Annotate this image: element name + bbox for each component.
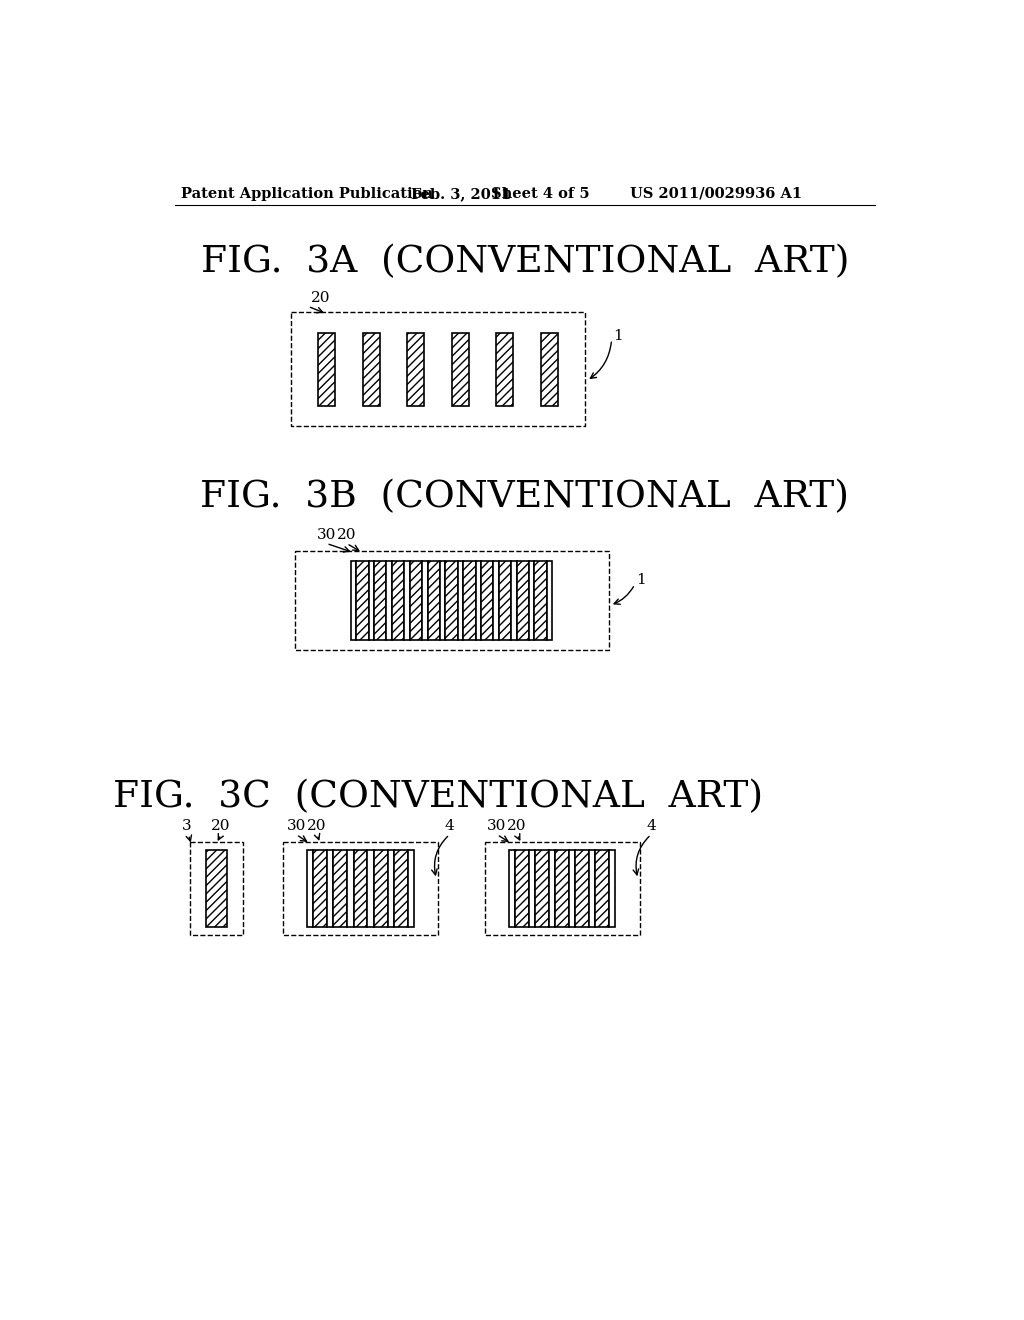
Bar xyxy=(368,850,374,927)
Bar xyxy=(609,850,615,927)
Bar xyxy=(374,561,386,640)
Bar xyxy=(497,333,513,407)
Text: US 2011/0029936 A1: US 2011/0029936 A1 xyxy=(630,187,803,201)
Bar xyxy=(547,561,552,640)
Text: 20: 20 xyxy=(211,818,230,833)
Text: 30: 30 xyxy=(487,818,507,833)
Text: 20: 20 xyxy=(507,818,526,833)
Bar xyxy=(595,850,609,927)
Bar xyxy=(549,850,555,927)
Text: 3: 3 xyxy=(182,818,191,833)
Text: FIG.  3B  (CONVENTIONAL  ART): FIG. 3B (CONVENTIONAL ART) xyxy=(201,479,849,515)
Bar xyxy=(517,561,529,640)
Bar xyxy=(328,850,334,927)
Bar xyxy=(569,850,575,927)
Bar xyxy=(529,561,535,640)
Bar xyxy=(511,561,517,640)
Text: FIG.  3A  (CONVENTIONAL  ART): FIG. 3A (CONVENTIONAL ART) xyxy=(201,244,849,280)
Bar xyxy=(458,561,463,640)
Bar xyxy=(394,850,408,927)
Bar xyxy=(509,850,515,927)
Bar xyxy=(408,850,414,927)
Text: 4: 4 xyxy=(444,818,455,833)
Bar xyxy=(440,561,445,640)
Bar xyxy=(535,850,549,927)
Bar xyxy=(445,561,458,640)
Bar xyxy=(515,850,528,927)
Bar xyxy=(386,561,392,640)
Bar xyxy=(190,842,243,935)
Bar xyxy=(475,561,481,640)
Bar xyxy=(353,850,368,927)
Text: 30: 30 xyxy=(316,528,336,543)
Bar xyxy=(307,850,313,927)
Bar xyxy=(291,313,586,426)
Bar xyxy=(589,850,595,927)
Bar xyxy=(392,561,404,640)
Bar xyxy=(555,850,569,927)
Bar xyxy=(351,561,356,640)
Text: 20: 20 xyxy=(337,528,356,543)
Bar xyxy=(334,850,347,927)
Text: Feb. 3, 2011: Feb. 3, 2011 xyxy=(411,187,511,201)
Bar xyxy=(404,561,410,640)
Bar xyxy=(206,850,227,927)
Text: 20: 20 xyxy=(307,818,327,833)
Bar xyxy=(362,333,380,407)
Text: FIG.  3C  (CONVENTIONAL  ART): FIG. 3C (CONVENTIONAL ART) xyxy=(113,780,763,816)
Bar xyxy=(499,561,511,640)
Text: Patent Application Publication: Patent Application Publication xyxy=(180,187,433,201)
Bar xyxy=(283,842,438,935)
Bar xyxy=(356,561,369,640)
Text: 1: 1 xyxy=(636,573,646,587)
Bar xyxy=(388,850,394,927)
Bar xyxy=(410,561,422,640)
Text: 20: 20 xyxy=(311,290,331,305)
Bar xyxy=(369,561,374,640)
Bar xyxy=(575,850,589,927)
Text: 4: 4 xyxy=(646,818,656,833)
Bar xyxy=(452,333,469,407)
Bar xyxy=(528,850,535,927)
Text: 30: 30 xyxy=(287,818,306,833)
Bar xyxy=(422,561,428,640)
Bar xyxy=(428,561,440,640)
Text: 1: 1 xyxy=(613,329,623,342)
Bar xyxy=(318,333,335,407)
Bar xyxy=(408,333,424,407)
Bar xyxy=(484,842,640,935)
Bar xyxy=(295,552,608,649)
Bar xyxy=(374,850,388,927)
Bar xyxy=(313,850,328,927)
Text: Sheet 4 of 5: Sheet 4 of 5 xyxy=(490,187,590,201)
Bar xyxy=(494,561,499,640)
Bar xyxy=(481,561,494,640)
Bar xyxy=(463,561,475,640)
Bar xyxy=(541,333,558,407)
Bar xyxy=(535,561,547,640)
Bar xyxy=(347,850,353,927)
